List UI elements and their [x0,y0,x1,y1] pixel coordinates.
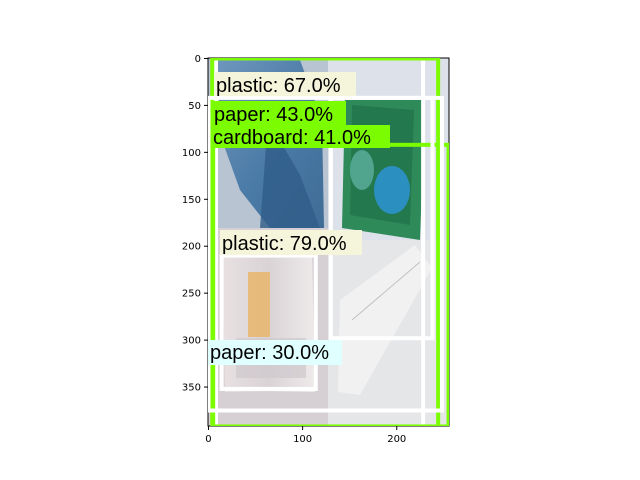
y-axis-ticks: 0 50 100 150 200 250 300 350 [182,54,208,394]
detection-box-3 [219,253,318,391]
label-paper-43: paper: 43.0% [214,104,333,126]
label-bg-plastic-67 [214,72,356,96]
x-tick-label-2: 200 [387,434,406,445]
y-tick-label-4: 200 [182,242,201,253]
label-bg-cardboard-41 [212,125,390,148]
y-tick-label-2: 100 [182,148,201,159]
label-bg-paper-30 [208,340,342,365]
label-bg-paper-43 [212,101,346,125]
y-tick-label-5: 250 [182,289,201,300]
x-axis-ticks: 0 100 200 [205,426,406,445]
label-plastic-79: plastic: 79.0% [222,233,347,255]
label-paper-30: paper: 30.0% [210,342,329,364]
y-tick-label-6: 300 [182,336,201,347]
x-tick-label-0: 0 [205,434,211,445]
detection-labels: plastic: 67.0% paper: 43.0% cardboard: 4… [208,72,390,365]
detection-box-4 [208,95,444,413]
y-tick-label-1: 50 [188,101,201,112]
label-cardboard-41: cardboard: 41.0% [213,127,371,149]
y-tick-label-3: 150 [182,195,201,206]
x-tick-label-1: 100 [293,434,312,445]
y-tick-label-7: 350 [182,383,201,394]
y-tick-label-0: 0 [195,54,201,65]
detection-box-5 [328,95,435,341]
label-bg-plastic-79 [220,230,362,255]
label-plastic-67: plastic: 67.0% [216,75,341,97]
